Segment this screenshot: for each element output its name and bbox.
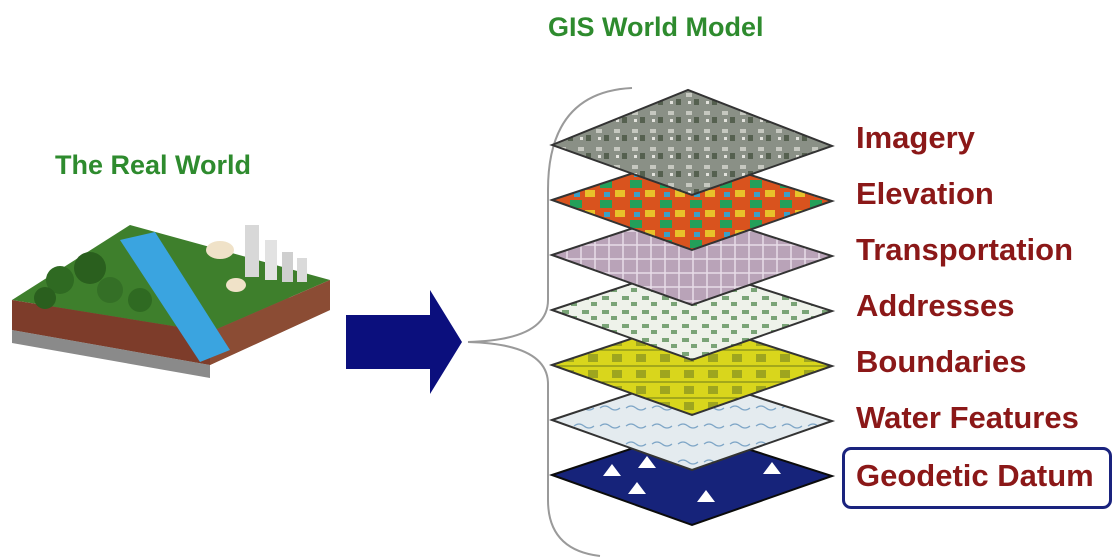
layer-label-boundaries: Boundaries [856,344,1027,379]
terrain-cross-section-side [210,280,330,365]
datum-marker-icon [638,456,656,468]
datum-marker-icon [697,490,715,502]
layer-label-water-features: Water Features [856,400,1079,435]
tree [128,288,152,312]
datum-marker-icon [628,482,646,494]
gis-world-model-title: GIS World Model [548,12,764,42]
datum-marker-icon [763,462,781,474]
layer-imagery [549,88,835,197]
tank [226,278,246,292]
building [282,252,293,282]
tree [34,287,56,309]
layer-label-geodetic-datum: Geodetic Datum [856,458,1094,493]
real-world-title: The Real World [55,150,252,180]
datum-marker-icon [603,464,621,476]
building [297,258,307,282]
layer-label-elevation: Elevation [856,176,994,211]
real-world-illustration [12,225,330,378]
tank [206,241,234,259]
tree [74,252,106,284]
geodetic-datum-highlight-box [842,447,1112,509]
terrain-bedrock [12,330,210,378]
terrain-cross-section-front [12,300,210,365]
tree [46,266,74,294]
layer-label-imagery: Imagery [856,120,975,155]
building [265,240,277,280]
transform-arrow [346,290,462,394]
layer-label-addresses: Addresses [856,288,1015,323]
building [245,225,259,277]
layer-group-brace [467,87,633,557]
river [120,232,230,362]
layer-label-transportation: Transportation [856,232,1074,267]
tree [97,277,123,303]
